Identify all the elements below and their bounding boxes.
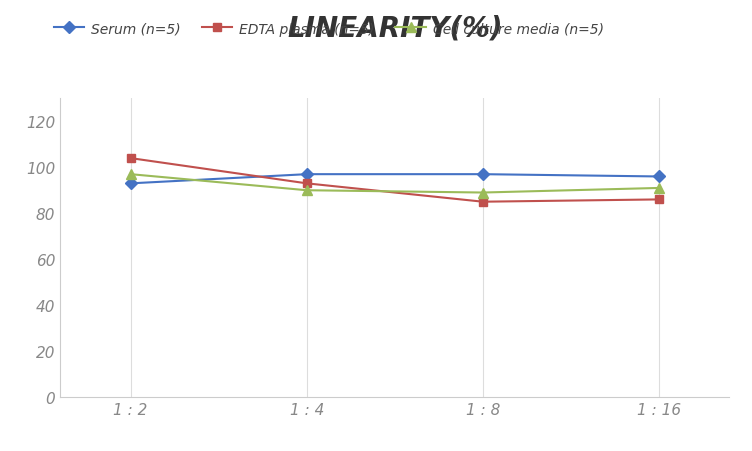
Title: LINEARITY(%): LINEARITY(%) (287, 15, 502, 43)
Legend: Serum (n=5), EDTA plasma (n=5), Cell culture media (n=5): Serum (n=5), EDTA plasma (n=5), Cell cul… (53, 23, 604, 37)
